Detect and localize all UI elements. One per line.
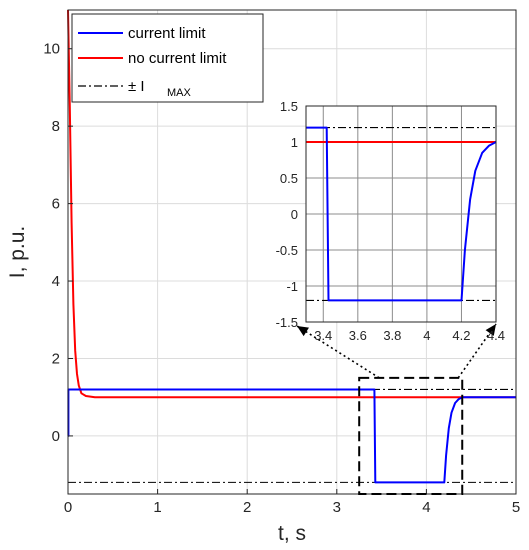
y-tick-label: 0 bbox=[52, 428, 60, 445]
y-tick-label: 8 bbox=[52, 118, 60, 135]
inset-series-current-limit bbox=[306, 126, 497, 302]
inset-x-tick-label: 3.4 bbox=[314, 328, 332, 343]
x-tick-label: 3 bbox=[333, 499, 341, 516]
zoom-connector-right-arrowhead bbox=[485, 324, 496, 336]
inset-y-tick-label: 1.5 bbox=[280, 99, 298, 114]
y-tick-label: 6 bbox=[52, 196, 60, 213]
legend-label-no-current-limit: no current limit bbox=[128, 50, 227, 67]
zoom-indicator bbox=[296, 323, 497, 495]
main-series-no-current-limit bbox=[67, 9, 516, 399]
x-axis-label: t, s bbox=[278, 522, 306, 545]
inset-x-tick-label: 4.4 bbox=[487, 328, 505, 343]
y-tick-label: 10 bbox=[43, 41, 60, 58]
zoom-connector-left bbox=[296, 325, 380, 379]
zoom-connector-right bbox=[457, 323, 497, 379]
inset-lines bbox=[306, 126, 497, 302]
x-tick-label: 4 bbox=[422, 499, 430, 516]
legend: current limit no current limit ± I MAX bbox=[71, 13, 264, 103]
inset-y-tick-label: 0.5 bbox=[280, 171, 298, 186]
inset-y-tick-label: 0 bbox=[291, 207, 298, 222]
inset-plot-frame bbox=[305, 105, 497, 323]
inset-y-tick-label: -1.5 bbox=[276, 315, 298, 330]
inset-y-tick-label: -1 bbox=[286, 279, 298, 294]
inset-x-tick-label: 4 bbox=[423, 328, 430, 343]
inset-x-tick-label: 3.6 bbox=[349, 328, 367, 343]
legend-label-imax-subscript: MAX bbox=[167, 87, 192, 99]
inset-ticks: 3.4 3.6 3.8 4 4.2 4.4 1.5 1 0.5 0 -0.5 -1 -1.5 bbox=[276, 99, 505, 343]
y-tick-label: 4 bbox=[52, 273, 60, 290]
inset-plot: 3.4 3.6 3.8 4 4.2 4.4 1.5 1 0.5 0 -0.5 -1 -1.5 bbox=[276, 99, 505, 343]
zoom-box bbox=[358, 376, 464, 495]
inset-y-tick-label: 1 bbox=[291, 135, 298, 150]
inset-x-tick-label: 4.2 bbox=[452, 328, 470, 343]
legend-label-current-limit: current limit bbox=[128, 25, 206, 42]
y-axis-label: I, p.u. bbox=[6, 226, 29, 279]
legend-label-imax: ± I bbox=[128, 78, 145, 95]
x-tick-label: 5 bbox=[512, 499, 520, 516]
y-tick-label: 2 bbox=[52, 350, 60, 367]
zoom-connector-left-arrowhead bbox=[297, 326, 309, 337]
main-plot-frame bbox=[67, 9, 517, 495]
inset-y-tick-label: -0.5 bbox=[276, 243, 298, 258]
x-tick-label: 2 bbox=[243, 499, 251, 516]
x-tick-label: 1 bbox=[153, 499, 161, 516]
x-tick-label: 0 bbox=[64, 499, 72, 516]
inset-x-tick-label: 3.8 bbox=[383, 328, 401, 343]
